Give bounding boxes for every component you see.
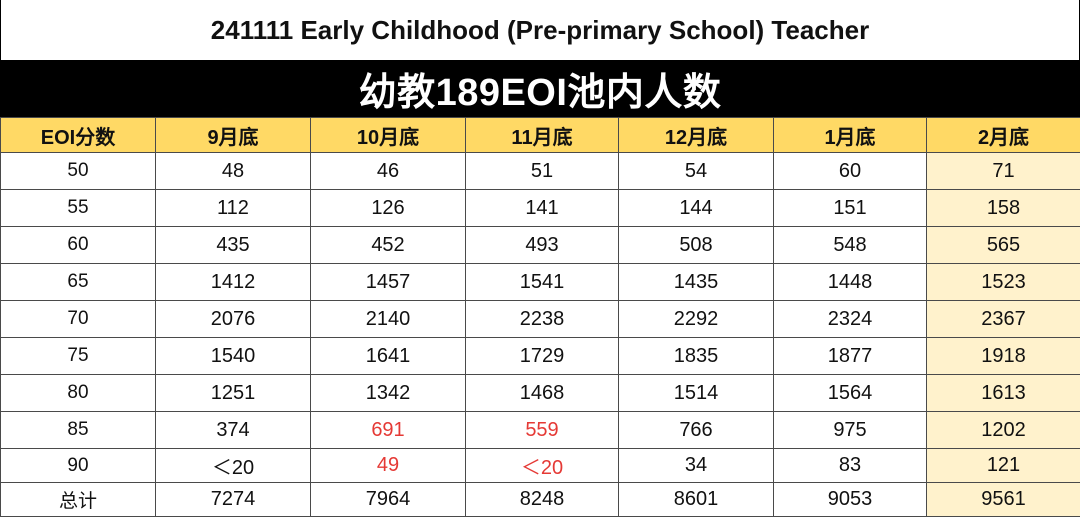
row-label-cell: 50 (0, 152, 156, 190)
eoi-table: EOI分数 9月底 10月底 11月底 12月底 1月底 2月底 50 48 46 5… (0, 117, 1080, 517)
table-banner-text: 幼教189EOI池内人数 (358, 72, 722, 114)
table-cell: 2367 (926, 300, 1080, 338)
table-row: 55 112 126 141 144 151 158 (0, 189, 1080, 227)
table-cell: 2238 (465, 300, 619, 338)
table-cell: 1435 (618, 263, 774, 301)
table-cell: 2076 (155, 300, 311, 338)
table-row: 85 374 691 559 766 975 1202 (0, 411, 1080, 449)
table-cell: 1835 (618, 337, 774, 375)
table-cell: 46 (310, 152, 466, 190)
table-row: 65 1412 1457 1541 1435 1448 1523 (0, 263, 1080, 301)
table-cell: 2324 (773, 300, 927, 338)
table-cell: 1729 (465, 337, 619, 375)
table-cell: 1448 (773, 263, 927, 301)
header-cell-oct: 10月底 (310, 117, 466, 153)
table-banner: 幼教189EOI池内人数 (0, 60, 1080, 117)
table-cell: 508 (618, 226, 774, 264)
table-cell: 71 (926, 152, 1080, 190)
table-cell: 1468 (465, 374, 619, 412)
row-label-cell: 55 (0, 189, 156, 227)
table-cell: 2292 (618, 300, 774, 338)
table-cell: 8248 (465, 482, 619, 517)
header-row: EOI分数 9月底 10月底 11月底 12月底 1月底 2月底 (0, 117, 1080, 153)
table-cell: 158 (926, 189, 1080, 227)
table-cell: 452 (310, 226, 466, 264)
table-cell: 493 (465, 226, 619, 264)
table-cell: 1412 (155, 263, 311, 301)
table-cell: 48 (155, 152, 311, 190)
row-label-cell: 75 (0, 337, 156, 375)
table-cell: 51 (465, 152, 619, 190)
header-cell-nov: 11月底 (465, 117, 619, 153)
table-row: 80 1251 1342 1468 1514 1564 1613 (0, 374, 1080, 412)
table-cell: 1613 (926, 374, 1080, 412)
table-cell: 1523 (926, 263, 1080, 301)
table-cell: 121 (926, 448, 1080, 483)
table-cell: 1514 (618, 374, 774, 412)
table-cell: 766 (618, 411, 774, 449)
table-body: 50 48 46 51 54 60 71 55 112 126 141 144 151 158 60 435 4… (0, 152, 1080, 517)
page-title-text: 241111 Early Childhood (Pre-primary Scho… (210, 14, 870, 45)
table-cell: 83 (773, 448, 927, 483)
table-cell: 1342 (310, 374, 466, 412)
table-cell: 1540 (155, 337, 311, 375)
table-cell: 151 (773, 189, 927, 227)
table-cell: 7964 (310, 482, 466, 517)
table-cell: 1564 (773, 374, 927, 412)
row-label-cell: 85 (0, 411, 156, 449)
table-cell: 1641 (310, 337, 466, 375)
table-cell: 126 (310, 189, 466, 227)
row-label-cell: 90 (0, 448, 156, 483)
table-cell: 559 (465, 411, 619, 449)
table-cell: 1251 (155, 374, 311, 412)
table-cell: 975 (773, 411, 927, 449)
table-cell: 1541 (465, 263, 619, 301)
header-cell-dec: 12月底 (618, 117, 774, 153)
table-cell: 1918 (926, 337, 1080, 375)
table-cell: 8601 (618, 482, 774, 517)
table-cell: 1877 (773, 337, 927, 375)
table-cell: 60 (773, 152, 927, 190)
table-cell: 435 (155, 226, 311, 264)
total-row: 总计 7274 7964 8248 8601 9053 9561 (0, 482, 1080, 517)
table-row: 75 1540 1641 1729 1835 1877 1918 (0, 337, 1080, 375)
table-cell: ＜20 (155, 448, 311, 483)
header-cell-jan: 1月底 (773, 117, 927, 153)
table-cell: 374 (155, 411, 311, 449)
row-label-cell: 70 (0, 300, 156, 338)
table-cell: 9053 (773, 482, 927, 517)
table-cell: 2140 (310, 300, 466, 338)
table-cell: 112 (155, 189, 311, 227)
header-cell-sep: 9月底 (155, 117, 311, 153)
table-cell: ＜20 (465, 448, 619, 483)
table-cell: 548 (773, 226, 927, 264)
table-cell: 1202 (926, 411, 1080, 449)
table-row: 50 48 46 51 54 60 71 (0, 152, 1080, 190)
row-label-cell: 60 (0, 226, 156, 264)
table-cell: 1457 (310, 263, 466, 301)
row-label-cell: 80 (0, 374, 156, 412)
header-cell-feb: 2月底 (926, 117, 1080, 153)
header-cell-eoi-score: EOI分数 (0, 117, 156, 153)
table-row: 60 435 452 493 508 548 565 (0, 226, 1080, 264)
table-cell: 565 (926, 226, 1080, 264)
table-row: 90 ＜20 49 ＜20 34 83 121 (0, 448, 1080, 483)
table-cell: 34 (618, 448, 774, 483)
table-row: 70 2076 2140 2238 2292 2324 2367 (0, 300, 1080, 338)
row-label-cell: 65 (0, 263, 156, 301)
page-title: 241111 Early Childhood (Pre-primary Scho… (0, 0, 1080, 60)
table-cell: 141 (465, 189, 619, 227)
table-cell: 691 (310, 411, 466, 449)
table-cell: 7274 (155, 482, 311, 517)
row-label-cell: 总计 (0, 482, 156, 517)
table-cell: 49 (310, 448, 466, 483)
table-cell: 54 (618, 152, 774, 190)
table-cell: 9561 (926, 482, 1080, 517)
table-cell: 144 (618, 189, 774, 227)
table-header: EOI分数 9月底 10月底 11月底 12月底 1月底 2月底 (0, 117, 1080, 153)
